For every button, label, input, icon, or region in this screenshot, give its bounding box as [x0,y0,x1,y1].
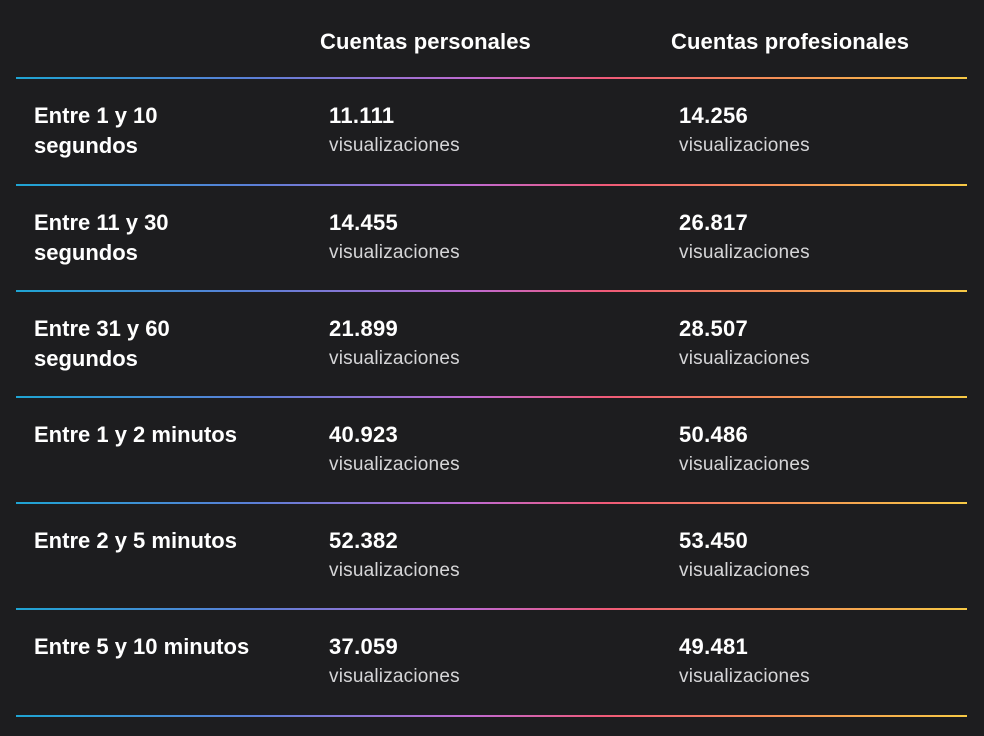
row-divider [16,184,967,186]
professional-views-unit: visualizaciones [679,560,810,581]
personal-views-value: 40.923 [329,422,399,447]
row-label: Entre 1 y 10 segundos [34,103,158,158]
personal-views-unit: visualizaciones [329,135,460,156]
personal-cell: 21.899 visualizaciones [329,314,460,374]
personal-cell: 14.455 visualizaciones [329,208,460,268]
personal-views-value: 14.455 [329,210,399,235]
professional-views-value: 28.507 [679,316,749,341]
professional-views-unit: visualizaciones [679,348,810,369]
table-row: Entre 2 y 5 minutos 52.382 visualizacion… [0,504,984,610]
row-label: Entre 11 y 30 segundos [34,210,169,265]
professional-views-value: 50.486 [679,422,749,447]
row-divider [16,290,967,292]
column-header-professional: Cuentas profesionales [671,29,910,54]
row-divider [16,77,967,79]
table-row: Entre 31 y 60 segundos 21.899 visualizac… [0,292,984,398]
professional-views-value: 14.256 [679,103,749,128]
personal-views-value: 52.382 [329,528,399,553]
personal-views-value: 37.059 [329,634,399,659]
professional-views-unit: visualizaciones [679,666,810,687]
professional-views-unit: visualizaciones [679,454,810,475]
personal-views-unit: visualizaciones [329,666,460,687]
personal-views-unit: visualizaciones [329,348,460,369]
personal-views-value: 11.111 [329,103,395,128]
personal-views-unit: visualizaciones [329,454,460,475]
professional-cell: 53.450 visualizaciones [679,526,810,586]
row-divider [16,608,967,610]
professional-views-value: 53.450 [679,528,749,553]
professional-views-unit: visualizaciones [679,242,810,263]
professional-cell: 26.817 visualizaciones [679,208,810,268]
professional-cell: 14.256 visualizaciones [679,101,810,161]
professional-views-value: 26.817 [679,210,749,235]
table-row: Entre 1 y 10 segundos 11.111 visualizaci… [0,79,984,185]
personal-cell: 11.111 visualizaciones [329,101,460,161]
row-label: Entre 2 y 5 minutos [34,528,237,553]
professional-cell: 50.486 visualizaciones [679,420,810,480]
professional-cell: 28.507 visualizaciones [679,314,810,374]
table-row: Entre 1 y 2 minutos 40.923 visualizacion… [0,398,984,504]
personal-cell: 52.382 visualizaciones [329,526,460,586]
row-label: Entre 5 y 10 minutos [34,634,250,659]
row-divider [16,396,967,398]
professional-views-value: 49.481 [679,634,749,659]
row-divider [16,502,967,504]
professional-cell: 49.481 visualizaciones [679,632,810,692]
personal-views-unit: visualizaciones [329,242,460,263]
personal-cell: 40.923 visualizaciones [329,420,460,480]
column-header-personal: Cuentas personales [320,29,531,54]
table-row: Entre 11 y 30 segundos 14.455 visualizac… [0,186,984,292]
personal-cell: 37.059 visualizaciones [329,632,460,692]
row-label: Entre 1 y 2 minutos [34,422,237,447]
row-label: Entre 31 y 60 segundos [34,316,170,371]
personal-views-value: 21.899 [329,316,399,341]
professional-views-unit: visualizaciones [679,135,810,156]
personal-views-unit: visualizaciones [329,560,460,581]
row-divider [16,715,967,717]
table-header: Cuentas personales Cuentas profesionales [0,0,984,79]
table-row: Entre 5 y 10 minutos 37.059 visualizacio… [0,610,984,716]
